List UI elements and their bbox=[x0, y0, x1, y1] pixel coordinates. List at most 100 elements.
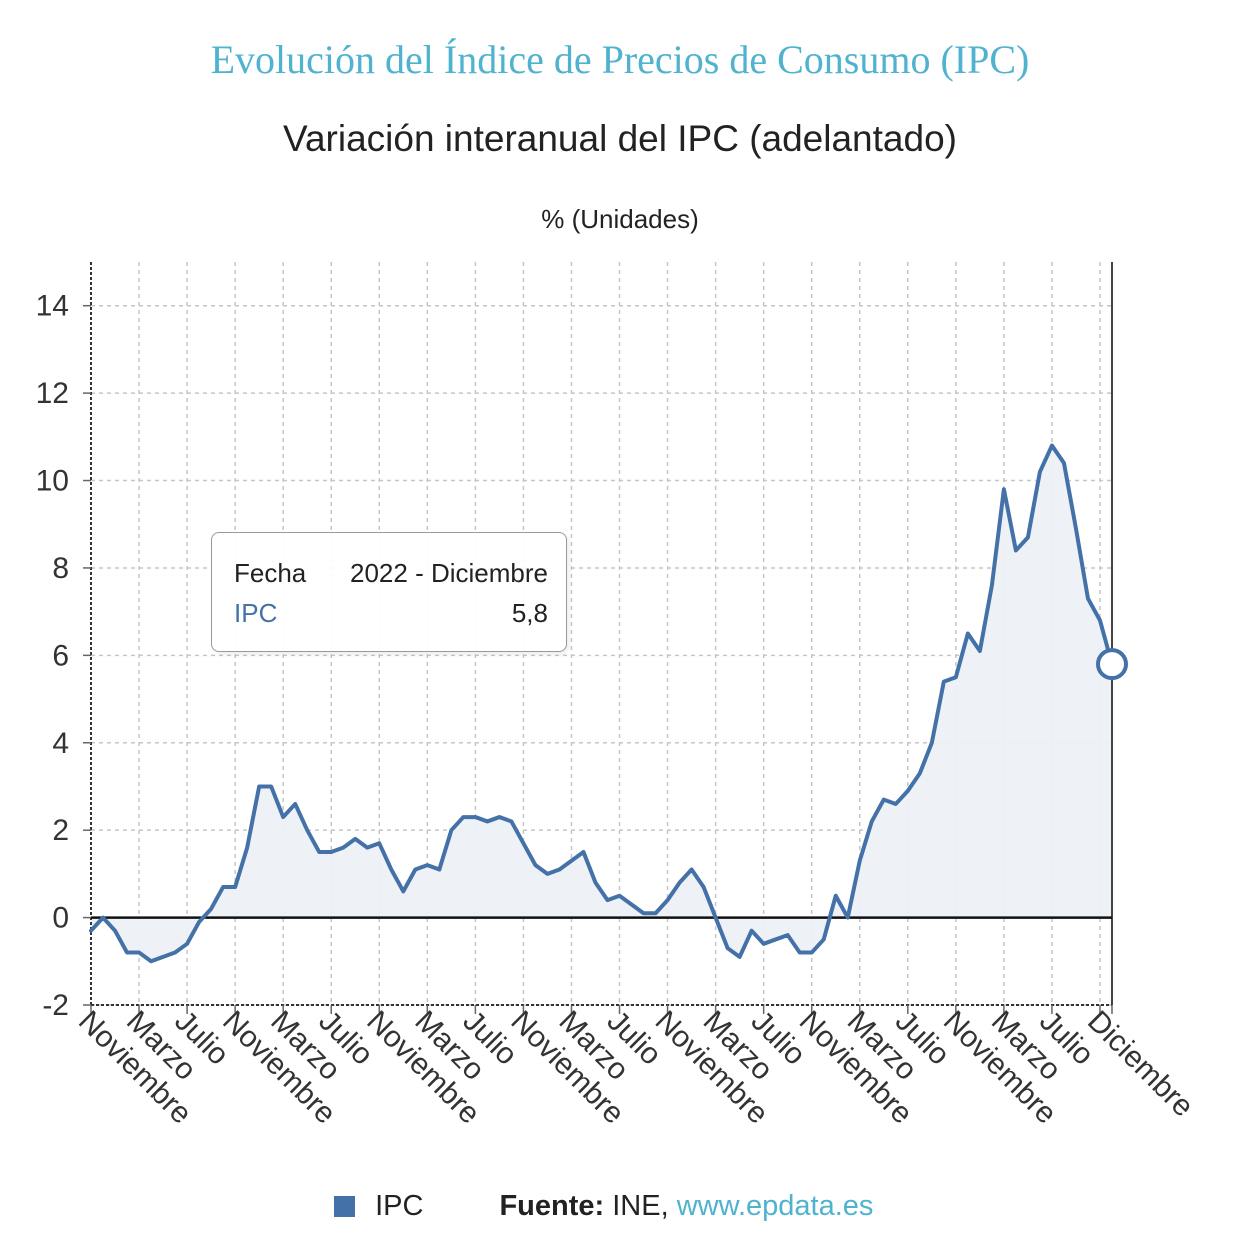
data-point[interactable] bbox=[339, 844, 347, 852]
data-point[interactable] bbox=[531, 861, 539, 869]
data-point[interactable] bbox=[664, 896, 672, 904]
data-point[interactable] bbox=[880, 796, 888, 804]
chart-series-line bbox=[89, 443, 1114, 964]
data-point[interactable] bbox=[495, 813, 503, 821]
data-point[interactable] bbox=[567, 857, 575, 865]
data-point[interactable] bbox=[303, 826, 311, 834]
data-point[interactable] bbox=[171, 949, 179, 957]
data-point[interactable] bbox=[688, 866, 696, 874]
data-point[interactable] bbox=[820, 935, 828, 943]
data-point[interactable] bbox=[507, 817, 515, 825]
tooltip-fecha-value: 2022 - Diciembre bbox=[350, 558, 548, 588]
data-point[interactable] bbox=[760, 940, 768, 948]
data-point[interactable] bbox=[363, 844, 371, 852]
tooltip-series-name: IPC bbox=[234, 598, 278, 628]
data-point[interactable] bbox=[628, 900, 636, 908]
tooltip-series-value: 5,8 bbox=[511, 598, 548, 628]
data-point[interactable] bbox=[892, 800, 900, 808]
data-point[interactable] bbox=[447, 826, 455, 834]
data-point[interactable] bbox=[1048, 442, 1056, 450]
data-point[interactable] bbox=[796, 949, 804, 957]
data-point[interactable] bbox=[279, 813, 287, 821]
data-point[interactable] bbox=[255, 782, 263, 790]
data-point[interactable] bbox=[387, 866, 395, 874]
data-point[interactable] bbox=[1084, 595, 1092, 603]
data-point[interactable] bbox=[375, 839, 383, 847]
data-point[interactable] bbox=[543, 870, 551, 878]
data-point[interactable] bbox=[748, 927, 756, 935]
data-point[interactable] bbox=[591, 879, 599, 887]
data-point[interactable] bbox=[1000, 485, 1008, 493]
data-point[interactable] bbox=[904, 787, 912, 795]
data-point[interactable] bbox=[868, 817, 876, 825]
data-point[interactable] bbox=[231, 883, 239, 891]
data-point[interactable] bbox=[459, 813, 467, 821]
data-point[interactable] bbox=[772, 935, 780, 943]
area-fill bbox=[91, 445, 1112, 962]
data-point[interactable] bbox=[856, 857, 864, 865]
data-point[interactable] bbox=[1012, 546, 1020, 554]
data-point[interactable] bbox=[243, 844, 251, 852]
data-point[interactable] bbox=[640, 909, 648, 917]
data-point[interactable] bbox=[928, 739, 936, 747]
data-point[interactable] bbox=[1036, 468, 1044, 476]
data-point[interactable] bbox=[1060, 459, 1068, 467]
data-point[interactable] bbox=[616, 892, 624, 900]
y-axis-ticks: -2 0 2 4 6 8 10 12 14 bbox=[36, 290, 91, 1022]
data-point[interactable] bbox=[808, 949, 816, 957]
y-tick-label: 0 bbox=[52, 902, 69, 935]
data-point[interactable] bbox=[99, 914, 107, 922]
data-point[interactable] bbox=[147, 957, 155, 965]
data-point[interactable] bbox=[399, 887, 407, 895]
legend-label-ipc[interactable]: IPC bbox=[375, 1190, 424, 1222]
data-point[interactable] bbox=[183, 940, 191, 948]
data-point[interactable] bbox=[604, 896, 612, 904]
data-point[interactable] bbox=[700, 883, 708, 891]
chart-area-fill bbox=[91, 445, 1112, 962]
data-point[interactable] bbox=[1096, 616, 1104, 624]
data-point[interactable] bbox=[315, 848, 323, 856]
data-point[interactable] bbox=[784, 931, 792, 939]
data-point[interactable] bbox=[351, 835, 359, 843]
y-tick-label: 12 bbox=[36, 377, 69, 410]
data-point[interactable] bbox=[832, 892, 840, 900]
data-point[interactable] bbox=[435, 866, 443, 874]
data-point[interactable] bbox=[940, 678, 948, 686]
data-point[interactable] bbox=[555, 866, 563, 874]
data-point[interactable] bbox=[411, 866, 419, 874]
data-point[interactable] bbox=[1024, 533, 1032, 541]
data-point[interactable] bbox=[712, 914, 720, 922]
data-point[interactable] bbox=[195, 918, 203, 926]
data-point[interactable] bbox=[291, 800, 299, 808]
data-point[interactable] bbox=[267, 782, 275, 790]
data-point[interactable] bbox=[652, 909, 660, 917]
data-point[interactable] bbox=[724, 944, 732, 952]
data-point[interactable] bbox=[844, 914, 852, 922]
data-point[interactable] bbox=[736, 953, 744, 961]
data-point[interactable] bbox=[159, 953, 167, 961]
data-point[interactable] bbox=[1072, 525, 1080, 533]
data-point[interactable] bbox=[676, 879, 684, 887]
data-point[interactable] bbox=[952, 673, 960, 681]
y-tick-label: 8 bbox=[52, 552, 69, 585]
data-point[interactable] bbox=[519, 839, 527, 847]
source-link[interactable]: www.epdata.es bbox=[676, 1190, 874, 1222]
legend-swatch-ipc[interactable] bbox=[334, 1196, 355, 1217]
data-point[interactable] bbox=[471, 813, 479, 821]
data-point[interactable] bbox=[219, 883, 227, 891]
data-point[interactable] bbox=[976, 647, 984, 655]
data-point[interactable] bbox=[988, 581, 996, 589]
highlight-point[interactable] bbox=[1096, 648, 1128, 681]
data-point[interactable] bbox=[964, 630, 972, 638]
data-point[interactable] bbox=[423, 861, 431, 869]
data-point[interactable] bbox=[916, 769, 924, 777]
data-point[interactable] bbox=[207, 905, 215, 913]
data-point[interactable] bbox=[327, 848, 335, 856]
data-point[interactable] bbox=[123, 949, 131, 957]
data-point[interactable] bbox=[87, 927, 95, 935]
data-point[interactable] bbox=[111, 927, 119, 935]
data-point[interactable] bbox=[483, 817, 491, 825]
data-point[interactable] bbox=[135, 949, 143, 957]
data-point[interactable] bbox=[579, 848, 587, 856]
